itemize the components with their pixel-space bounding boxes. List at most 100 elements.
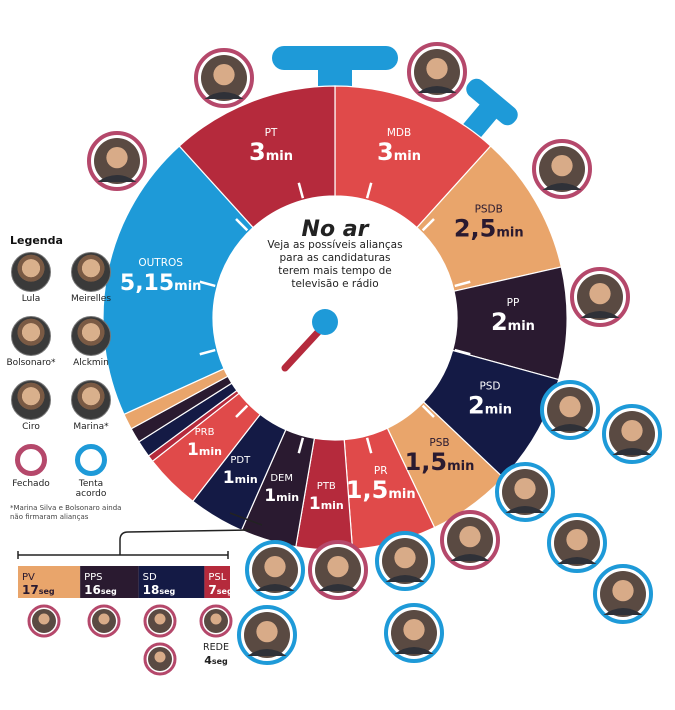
connector-line [119, 529, 251, 555]
bar-party-pv: PV [22, 572, 35, 583]
slice-party-psdb: PSDB [475, 203, 503, 215]
bar-segment-pv [18, 566, 81, 598]
candidate-photo [11, 252, 51, 292]
slice-party-dem: DEM [270, 473, 293, 484]
slice-label-pt: 3min [249, 138, 293, 166]
slice-label-mdb: 3min [377, 138, 421, 166]
portrait-alckmin-pr [495, 462, 555, 522]
portrait-lula-psb [602, 404, 662, 464]
portrait-lula-pr [593, 564, 653, 624]
dial-tick [421, 404, 435, 418]
slice-party-pdt: PDT [230, 455, 251, 466]
rede-party: REDE [203, 642, 229, 653]
portrait-ciro-psb [540, 380, 600, 440]
bar-party-sd: SD [143, 572, 157, 583]
bar-time-psl: 7seg [208, 583, 233, 597]
chart-subtitle: Veja as possíveis alianças para as candid… [267, 239, 402, 290]
candidate-photo [11, 380, 51, 420]
legend-candidate-name: Meirelles [70, 294, 112, 304]
bracket-line [229, 512, 263, 526]
candidate-photo [71, 316, 111, 356]
slice-label-pr: 1,5min [346, 476, 416, 504]
portrait-alckmin-psd [570, 267, 630, 327]
slice-party-psb: PSB [429, 437, 449, 449]
slice-label-psdb: 2,5min [454, 214, 524, 242]
bar-segment-psl [204, 566, 230, 598]
slice-label-psd: 2min [468, 392, 512, 420]
legend-trying-ring-icon [75, 444, 107, 476]
legend-closed-label: Fechado [12, 479, 50, 489]
legend-candidate-bolsonaro: Bolsonaro* [6, 316, 56, 368]
bar-time-pv: 17seg [22, 583, 55, 597]
dial-tick [235, 218, 249, 232]
bar-party-pps: PPS [84, 572, 102, 583]
bar-time-sd: 18seg [143, 583, 176, 597]
legend-closed-ring-icon [15, 444, 47, 476]
chart-title: No ar [302, 217, 370, 242]
dial-tick [297, 182, 305, 199]
portrait-ciro-dem [384, 603, 444, 663]
small-portrait-marina-rede [199, 604, 233, 638]
stopwatch-pivot [312, 309, 338, 335]
dial-tick [365, 437, 373, 454]
bar-party-psl: PSL [208, 572, 226, 583]
slice-party-mdb: MDB [387, 127, 411, 139]
slice-label-pp: 2min [491, 308, 535, 336]
legend-candidate-lula: Lula [6, 252, 56, 304]
slice-label-dem: 1min [264, 486, 299, 506]
bar-segment-pps [80, 566, 139, 598]
legend-title: Legenda [10, 234, 63, 247]
slice-label-ptb: 1min [309, 494, 344, 514]
small-portrait-alckmin-pps [87, 604, 121, 638]
portrait-alckmin-ptb [440, 510, 500, 570]
legend-trying: Tenta acordo [66, 444, 116, 499]
legend-candidate-meirelles: Meirelles [66, 252, 116, 304]
legend-trying-label: Tenta acordo [75, 479, 107, 499]
dial-tick [199, 280, 216, 288]
legend-candidate-marina: Marina* [66, 380, 116, 432]
portrait-alckmin-dem [375, 531, 435, 591]
small-portrait-alckmin-sd [143, 604, 177, 638]
dial-tick [235, 404, 249, 418]
rede-time: 4seg [204, 654, 228, 667]
legend-candidate-name: Bolsonaro* [6, 358, 56, 368]
slice-party-prb: PRB [195, 427, 215, 438]
legend-candidate-ciro: Ciro [6, 380, 56, 432]
legend-closed: Fechado [6, 444, 56, 489]
stopwatch-side-button [466, 78, 518, 126]
portrait-alckmin-psdb [407, 42, 467, 102]
slice-party-ptb: PTB [317, 481, 336, 492]
slice-party-pt: PT [265, 127, 278, 139]
dial-tick [365, 182, 373, 199]
portrait-meirelles-mdb [194, 48, 254, 108]
portrait-meirelles-prb [237, 605, 297, 665]
stopwatch-crown [272, 46, 398, 70]
legend-candidate-name: Alckmin [73, 358, 109, 368]
slice-label-psb: 1,5min [405, 448, 475, 476]
dial-tick [421, 218, 435, 232]
portrait-ciro-pdt [308, 540, 368, 600]
portrait-ciro-pp [532, 139, 592, 199]
portrait-ciro-pr [547, 513, 607, 573]
portrait-alckmin-prb [245, 540, 305, 600]
slice-label-pdt: 1min [223, 468, 258, 488]
stopwatch-hand [281, 326, 324, 372]
candidate-photo [71, 380, 111, 420]
dial-tick [297, 437, 305, 454]
small-portrait-alckmin-sd-2 [143, 642, 177, 676]
candidate-photo [71, 252, 111, 292]
slice-label-prb: 1min [187, 440, 222, 460]
dial-tick [454, 348, 471, 356]
legend-footnote: *Marina Silva e Bolsonaro ainda não firm… [10, 504, 122, 521]
bar-segment-sd [138, 566, 205, 598]
dial-tick [454, 280, 471, 288]
portrait-lula-pt [87, 131, 147, 191]
legend-candidate-alckmin: Alckmin [66, 316, 116, 368]
bar-time-pps: 16seg [84, 583, 117, 597]
legend-candidate-name: Lula [21, 294, 41, 304]
slice-label-outros: 5,15min [120, 271, 202, 296]
legend-candidate-name: Marina* [73, 422, 109, 432]
slice-party-pp: PP [507, 297, 520, 309]
